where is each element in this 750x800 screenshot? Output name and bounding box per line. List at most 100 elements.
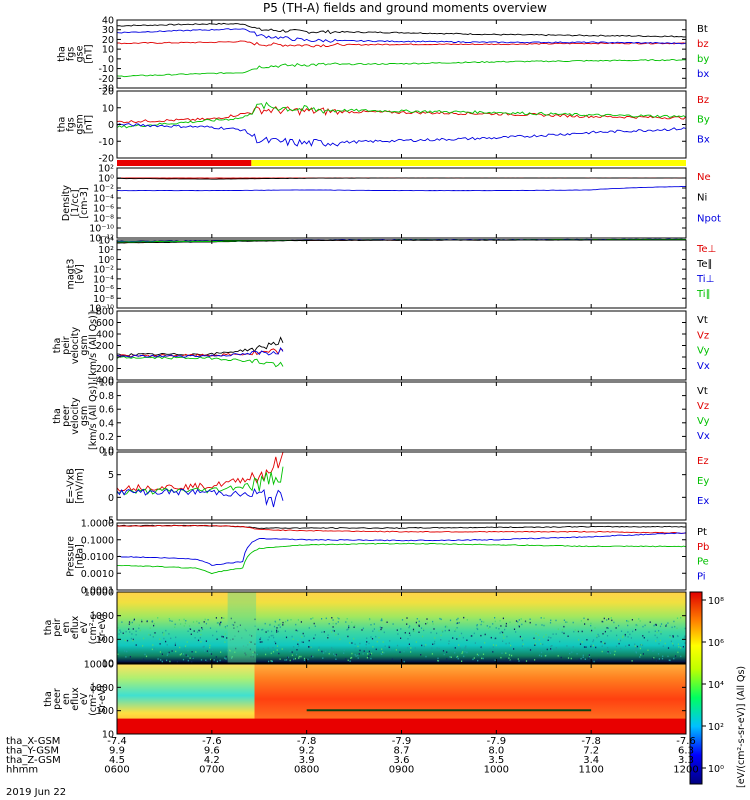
spectrogram-pixel [590,644,592,646]
spectrogram-pixel [259,641,261,643]
spectrogram-pixel [537,634,539,636]
spectrogram-pixel [408,648,410,651]
y-tick-label: 30 [102,25,114,36]
spectrogram-pixel [566,645,568,647]
y-axis-label: (cm²-s- [88,682,99,716]
y-tick-label: 10000 [84,660,114,671]
series-bz [116,40,687,48]
legend-item: Te⊥ [696,244,716,255]
spectrogram-pixel [152,644,154,646]
y-tick-label: 20 [102,35,114,46]
spectrogram-pixel [370,657,372,660]
panel-density: 10²10⁰10⁻²10⁻⁴10⁻⁶10⁻⁸10⁻¹⁰10⁻¹²Density[… [61,164,721,245]
spectrogram-pixel [657,653,660,655]
spectrogram-pixel [603,617,605,620]
y-axis-label: [km/s (All Qs)] [88,382,99,450]
spectrogram-pixel [325,617,327,620]
spectrogram-pixel [505,642,507,645]
spectrogram-pixel [291,654,293,656]
spectrogram-pixel [521,639,524,642]
spectrogram-pixel [207,619,209,621]
spectrogram-pixel [275,621,277,623]
spectrogram-pixel [261,629,263,631]
footer-value: 1000 [484,765,509,776]
legend-item: Bz [697,95,709,106]
spectrogram-pixel [433,642,436,645]
spectrogram-pixel [139,629,141,632]
legend-item: Pi [697,571,706,582]
spectrogram-pixel [216,630,218,633]
spectrogram-pixel [561,629,564,631]
y-tick-label: 10⁻⁴ [93,194,114,205]
spectrogram-pixel [432,620,434,623]
panel-frame [116,90,687,159]
spectrogram-pixel [241,637,243,639]
spectrogram-pixel [254,618,256,621]
spectrogram-pixel [658,630,660,632]
spectrogram-pixel [153,623,155,625]
spectrogram-pixel [543,636,545,638]
legend-item: Vx [697,361,710,372]
spectrogram-pixel [350,657,352,659]
y-tick-label: 0 [108,54,114,65]
legend-item: Pe [697,557,709,568]
spectrogram-pixel [180,653,182,655]
spectrogram-pixel [261,641,263,643]
spectrogram-pixel [502,640,504,642]
spectrogram-pixel [484,642,486,644]
spectrogram-pixel [648,631,650,633]
y-axis-label: magt3 [66,259,77,290]
footer-value: 8.7 [394,746,410,757]
spectrogram-pixel [200,641,202,643]
spectrogram-pixel [518,625,520,627]
spectrogram-pixel [343,652,345,654]
spectrogram-pixel [144,653,146,656]
spectrogram-pixel [269,624,271,626]
spectrogram-pixel [636,645,639,648]
spectrogram-pixel [677,643,679,645]
y-axis-label: [eV] [75,264,86,284]
spectrogram-pixel [198,622,200,624]
spectrogram-pixel [494,637,496,640]
spectrogram-pixel [456,627,458,629]
spectrogram-pixel [334,654,336,657]
y-axis-label: E=-VxB [66,468,77,503]
spectrogram-pixel [183,618,185,621]
spectrogram-pixel [473,632,475,635]
spectrogram-pixel [597,633,599,636]
spectrogram-pixel [470,635,472,637]
spectrogram-pixel [331,647,333,649]
spectrogram-pixel [372,646,374,648]
spectrogram-pixel [580,657,582,660]
legend-item: Pt [697,527,707,538]
spectrogram-pixel [437,660,440,662]
spectrogram-pixel [482,657,484,660]
y-tick-label: 10⁻⁴ [93,274,114,285]
spectrogram-pixel [239,624,241,626]
spectrogram-pixel [521,637,523,640]
footer-row-label: hhmm [6,765,38,776]
spectrogram-pixel [480,646,482,648]
spectrogram-pixel [670,640,672,643]
spectrogram-pixel [610,617,612,619]
spectrogram-pixel [222,636,224,638]
spectrogram-pixel [508,657,510,659]
spectrogram-pixel [432,623,434,625]
y-tick-label: -5 [105,516,114,527]
y-axis-label: peir [61,336,72,355]
spectrogram-pixel [265,631,267,633]
legend-item: Vz [697,401,709,412]
footer-value: 9.6 [204,746,220,757]
y-tick-label: 0.0010 [81,569,114,580]
y-tick-label: 1.0 [99,378,114,389]
spectrogram-pixel [618,642,620,645]
spectrogram-pixel [505,658,507,660]
spectrogram-pixel [413,630,415,632]
spectrogram-pixel [502,631,504,634]
spectrogram-pixel [640,654,642,656]
spectrogram-pixel [216,622,218,624]
spectrogram-pixel [664,642,666,645]
spectrogram-pixel [293,646,295,648]
y-tick-label: 10⁻⁶ [93,284,114,295]
